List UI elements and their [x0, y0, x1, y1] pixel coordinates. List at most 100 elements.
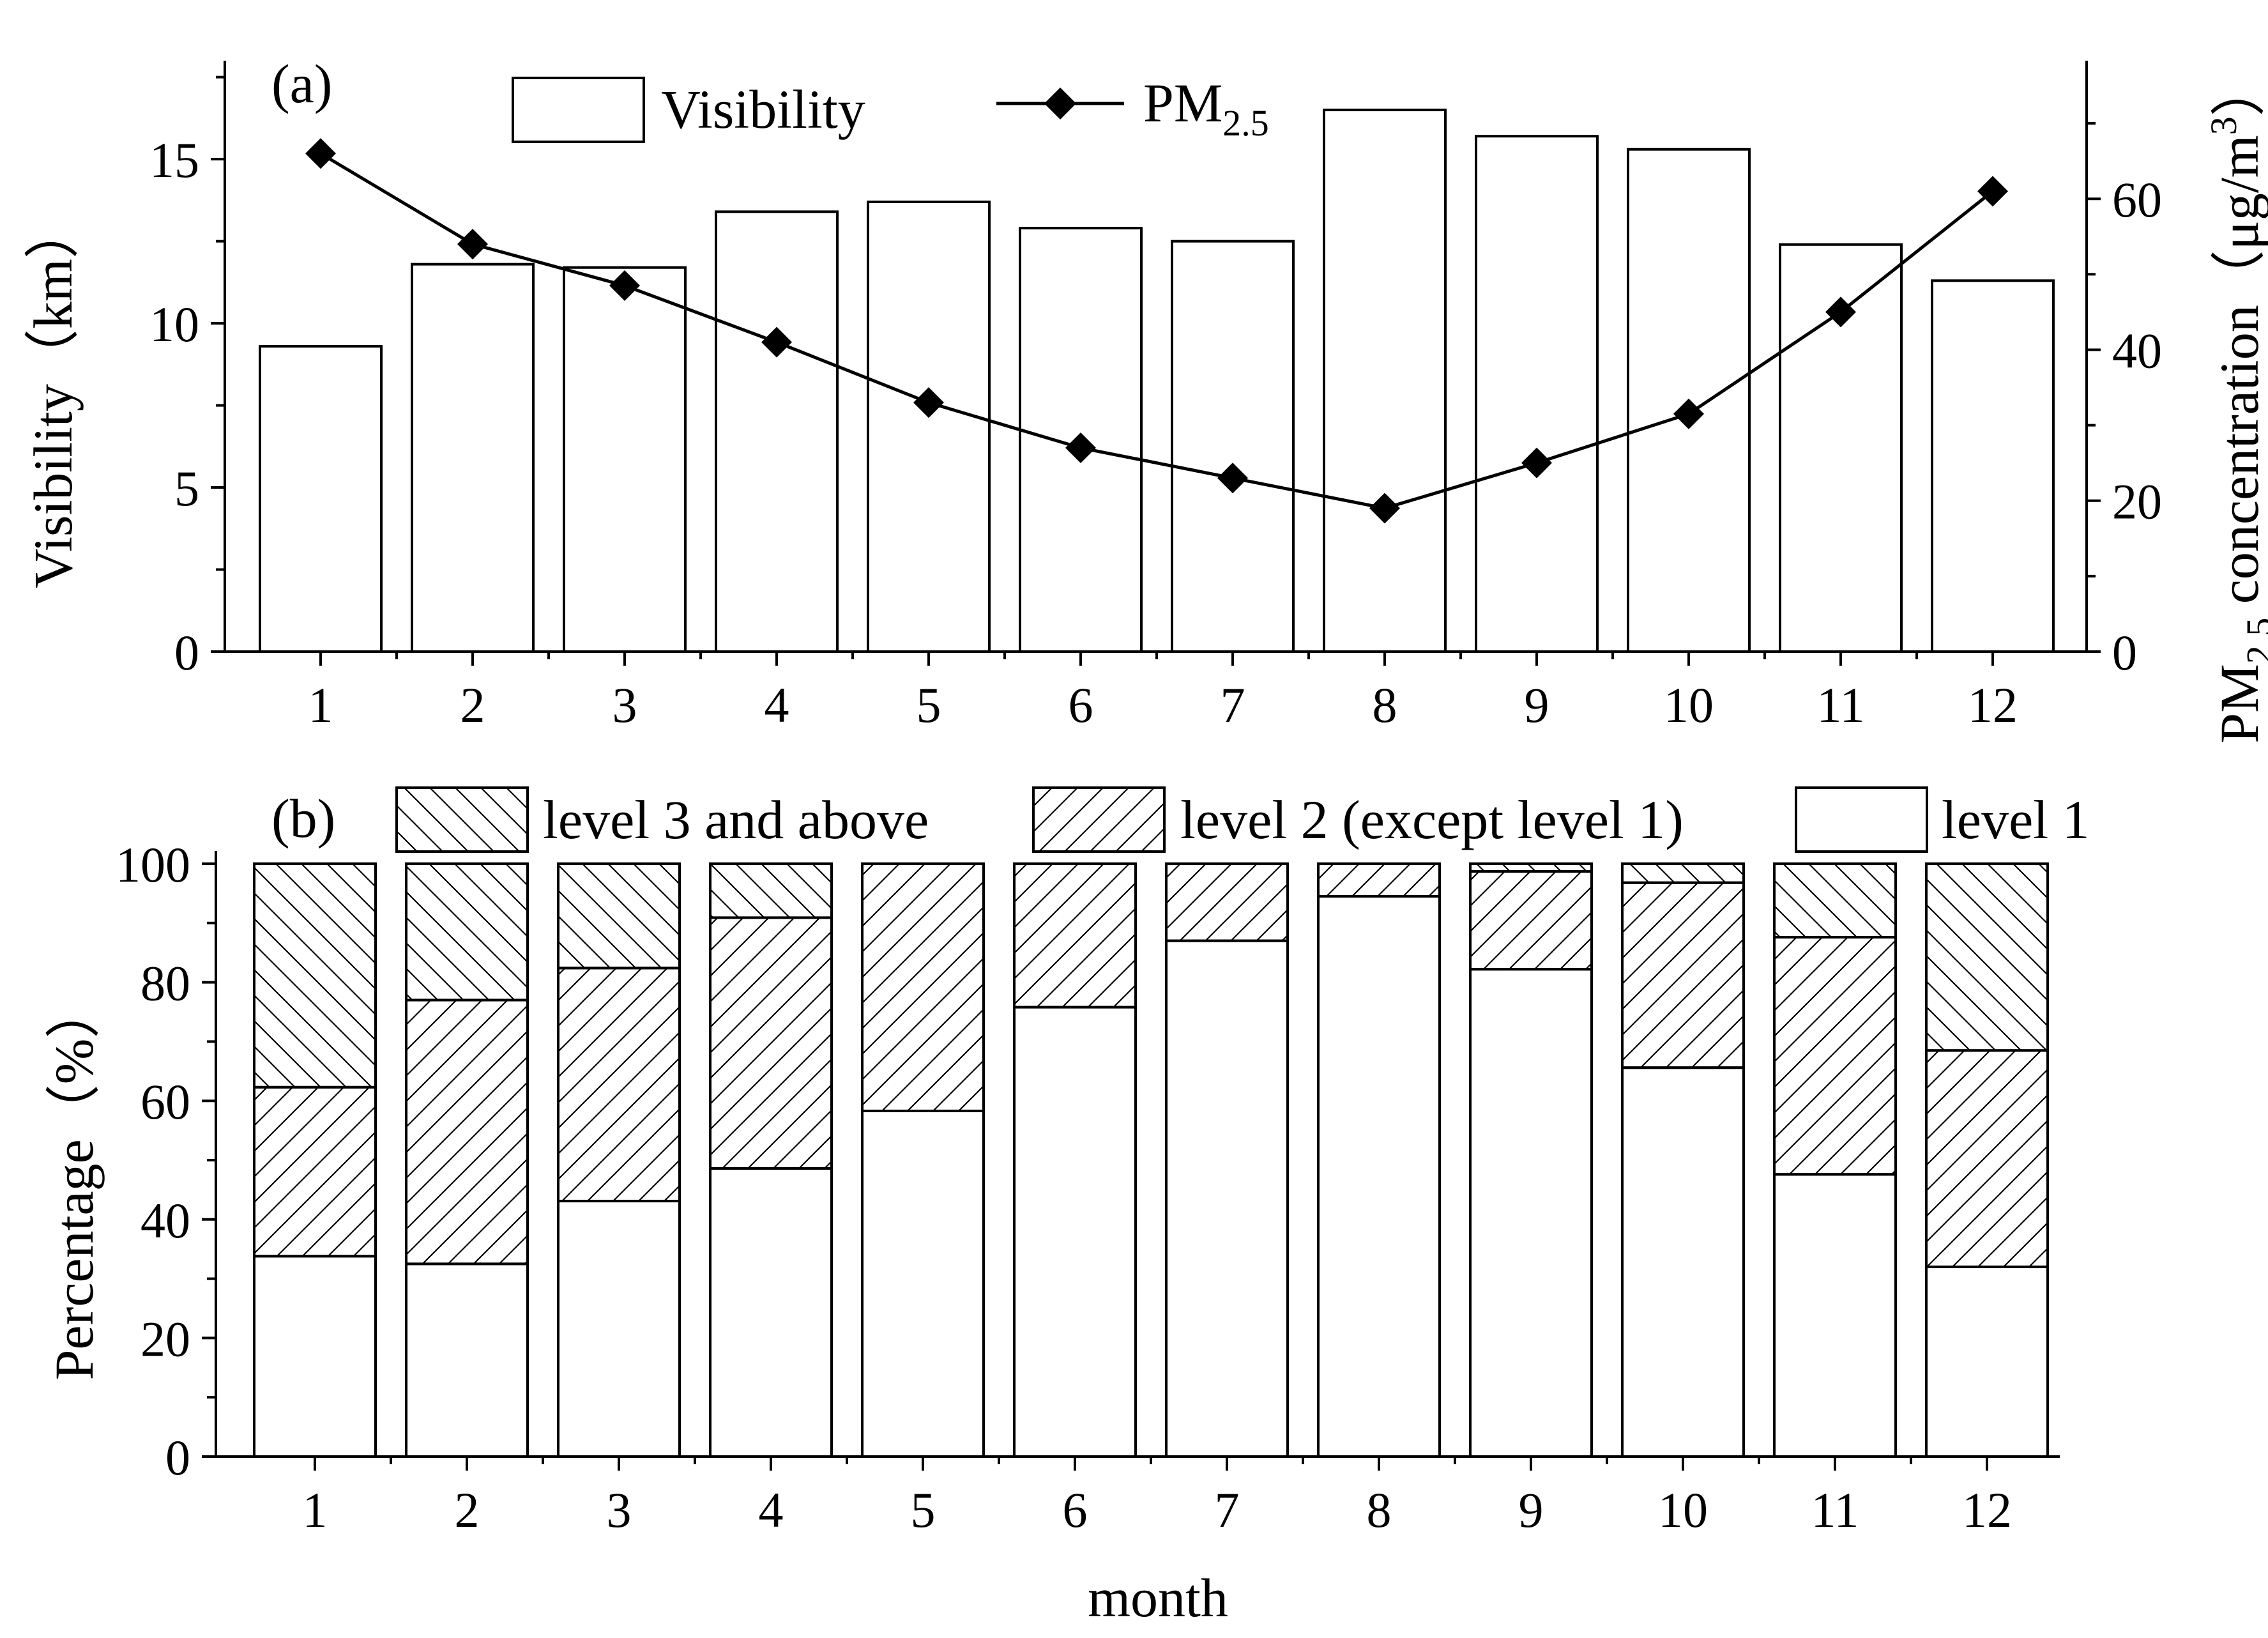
visibility-bar [411, 263, 535, 654]
panel-b-bars [253, 862, 2049, 1458]
panel-a-ylabel-right: PM2.5 concentration（μg/m3） [2203, 61, 2268, 743]
level1-segment [253, 1255, 377, 1458]
legend-visibility-swatch [512, 77, 645, 143]
panel-b-y-tick-label: 0 [165, 1430, 190, 1485]
level2-segment [1469, 870, 1593, 971]
panel-b-x-tick-label: 6 [1063, 1482, 1088, 1538]
visibility-bar [1171, 240, 1295, 653]
panel-a-x-tick-label: 7 [1221, 677, 1245, 733]
legend-pm25-marker [1044, 88, 1076, 119]
pm25-point [1673, 398, 1704, 429]
level2-segment [1773, 936, 1897, 1176]
pm25-point [1825, 296, 1856, 328]
level2-segment [861, 862, 985, 1112]
level1-segment [405, 1262, 529, 1458]
panel-b-y-tick-label: 60 [141, 1074, 190, 1129]
legend-level1-swatch [1795, 786, 1928, 853]
level1-segment [1773, 1173, 1897, 1458]
panel-b-y-tick-label: 80 [141, 956, 190, 1011]
visibility-bar [259, 345, 383, 653]
pm25-point [305, 138, 336, 169]
panel-a-left-tick-label: 15 [149, 132, 199, 188]
pm25-point [761, 326, 792, 358]
pm25-point [457, 229, 488, 260]
level2-segment [709, 916, 833, 1170]
level3-segment [253, 862, 377, 1089]
level2-segment [1317, 862, 1441, 898]
panel-b-x-tick-label: 3 [607, 1482, 632, 1538]
visibility-bar [867, 200, 991, 653]
panel-b-x-tick-label: 8 [1367, 1482, 1392, 1538]
level1-segment [1469, 968, 1593, 1458]
panel-a-ylabel-left: Visibility（km） [22, 204, 84, 588]
panel-b-x-tick-label: 4 [759, 1482, 784, 1538]
pm25-point [913, 387, 944, 418]
legend-level2-swatch [1032, 786, 1166, 853]
visibility-bar [563, 266, 687, 653]
level3-segment [709, 862, 833, 919]
legend-visibility-label: Visibility [661, 79, 865, 140]
panel-b-label: (b) [271, 788, 335, 849]
level2-segment [1165, 862, 1289, 942]
visibility-bar [715, 210, 839, 653]
pm25-point [1369, 493, 1400, 524]
panel-b-x-tick-label: 10 [1658, 1482, 1708, 1538]
legend-level1-label: level 1 [1942, 789, 2090, 850]
level3-segment [1621, 862, 1745, 884]
panel-a-x-tick-label: 6 [1069, 677, 1093, 733]
pm25-point [1065, 432, 1096, 464]
panel-b-xlabel: month [1088, 1567, 1228, 1628]
panel-a-x-tick-label: 5 [917, 677, 941, 733]
legend-level2-label: level 2 (except level 1) [1180, 789, 1684, 850]
panel-b-x-tick-label: 2 [455, 1482, 480, 1538]
panel-b-x-tick-label: 9 [1519, 1482, 1544, 1538]
panel-b-x-tick-label: 11 [1811, 1482, 1859, 1538]
panel-a-right-tick-label: 40 [2112, 323, 2162, 378]
level3-segment [1925, 862, 2049, 1052]
level1-segment [861, 1109, 985, 1458]
level1-segment [1165, 939, 1289, 1458]
panel-b-legend: level 3 and above level 2 (except level … [395, 786, 2090, 853]
level3-segment [1469, 862, 1593, 873]
level1-segment [709, 1167, 833, 1458]
panel-b-y-tick-label: 20 [141, 1311, 190, 1366]
panel-a-x-tick-label: 2 [460, 677, 485, 733]
panel-b-x-tick-label: 12 [1962, 1482, 2012, 1538]
panel-b-ylabel: Percentage（%） [43, 984, 105, 1381]
panel-b-y-tick-label: 40 [141, 1193, 190, 1248]
panel-a-x-tick-label: 3 [613, 677, 637, 733]
pm25-point [1521, 447, 1552, 478]
panel-a-x-tick-label: 9 [1525, 677, 1549, 733]
visibility-bar [1475, 135, 1599, 653]
panel-a-x-tick-label: 4 [765, 677, 789, 733]
panel-a-left-tick-label: 0 [174, 625, 199, 680]
panel-a-legend: Visibility PM2.5 [512, 72, 1269, 144]
pm25-point [1217, 463, 1248, 494]
pm25-point [1977, 176, 2008, 207]
level3-segment [557, 862, 681, 970]
panel-a-x-tick-label: 8 [1373, 677, 1397, 733]
level2-segment [1013, 862, 1137, 1009]
panel-a-left-tick-label: 10 [149, 296, 199, 352]
panel-a-x-tick-label: 12 [1968, 677, 2018, 733]
level2-segment [1925, 1049, 2049, 1269]
level2-segment [1621, 881, 1745, 1069]
panel-b-y-tick-label: 100 [116, 837, 190, 892]
level2-segment [405, 999, 529, 1266]
panel-a-right-tick-label: 60 [2112, 172, 2162, 227]
panel-b-x-tick-label: 7 [1215, 1482, 1240, 1538]
panel-a-left-tick-label: 5 [174, 461, 199, 516]
panel-a-right-tick-label: 0 [2112, 625, 2137, 680]
level1-segment [557, 1200, 681, 1458]
level1-segment [1013, 1006, 1137, 1458]
panel-a-line [305, 138, 2008, 524]
pm25-point [609, 270, 640, 302]
visibility-bar [1931, 279, 2055, 653]
level1-segment [1925, 1266, 2049, 1458]
panel-a-right-tick-label: 20 [2112, 474, 2162, 530]
